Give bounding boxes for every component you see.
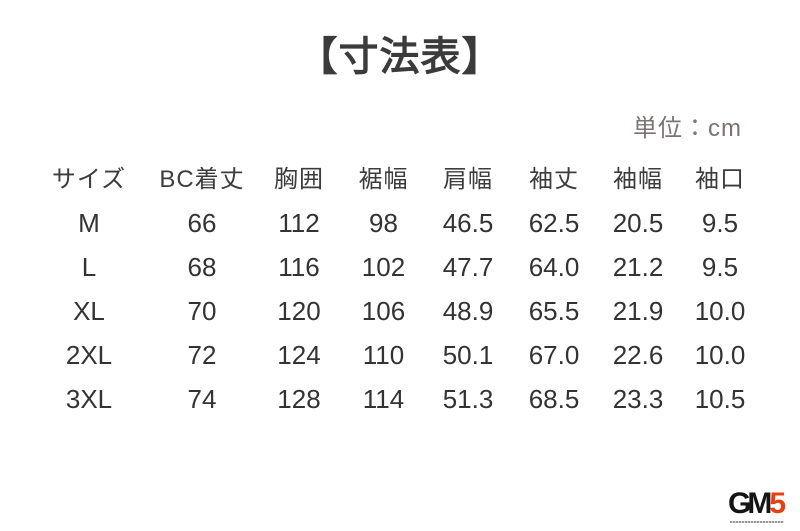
- value-cell: 9.5: [701, 207, 739, 238]
- logo-tagline: [729, 521, 784, 523]
- value-cell: 23.3: [612, 383, 664, 414]
- column-header-2: 胸囲: [274, 165, 324, 193]
- logo-text: GM5: [728, 487, 786, 520]
- value-cell: 65.5: [528, 295, 580, 326]
- page-title: 【寸法表】: [297, 35, 503, 79]
- value-cell: 50.1: [442, 339, 494, 370]
- value-cell: 62.5: [528, 207, 580, 238]
- value-cell: 114: [362, 383, 405, 414]
- value-cell: 116: [278, 251, 320, 282]
- value-cell: 102: [361, 251, 406, 282]
- value-cell: 10.0: [694, 339, 746, 370]
- size-table-header: サイズ BC着丈 胸囲 裾幅 肩幅 袖丈 袖幅 袖口: [30, 151, 761, 201]
- value-cell: 70: [187, 295, 217, 326]
- value-cell: 9.5: [701, 251, 739, 282]
- column-header-6: 袖幅: [613, 165, 663, 193]
- value-cell: 10.5: [694, 383, 746, 414]
- value-cell: 68.5: [528, 383, 580, 414]
- size-label: 3XL: [65, 383, 113, 414]
- value-cell: 106: [361, 295, 406, 326]
- value-cell: 66: [187, 207, 217, 238]
- logo-accent-digit: 5: [769, 487, 786, 520]
- size-table-body: M 66 112 98 46.5 62.5 20.5 9.5 L 68 116 102 47.7 64.0…: [30, 201, 761, 421]
- value-cell: 21.2: [612, 251, 664, 282]
- value-cell: 98: [369, 207, 398, 238]
- column-header-3: 裾幅: [358, 165, 409, 193]
- column-header-0: サイズ: [51, 165, 127, 193]
- header-row: サイズ BC着丈 胸囲 裾幅 肩幅 袖丈 袖幅 袖口: [30, 151, 761, 201]
- value-cell: 67.0: [528, 339, 580, 370]
- value-cell: 47.7: [442, 251, 494, 282]
- table-row-XL: XL 70 120 106 48.9 65.5 21.9 10.0: [30, 289, 761, 333]
- value-cell: 22.6: [612, 339, 664, 370]
- value-cell: 68: [187, 251, 217, 282]
- column-header-5: 袖丈: [529, 165, 579, 193]
- value-cell: 112: [278, 207, 320, 238]
- value-cell: 48.9: [442, 295, 494, 326]
- table-row-L: L 68 116 102 47.7 64.0 21.2 9.5: [30, 245, 761, 289]
- value-cell: 64.0: [528, 251, 580, 282]
- value-cell: 110: [362, 339, 405, 370]
- unit-label: 単位：cm: [633, 115, 742, 142]
- value-cell: 72: [187, 339, 217, 370]
- value-cell: 51.3: [442, 383, 494, 414]
- value-cell: 120: [277, 295, 321, 326]
- logo-letters: GM: [727, 487, 772, 520]
- table-row-M: M 66 112 98 46.5 62.5 20.5 9.5: [30, 201, 761, 245]
- column-header-4: 肩幅: [443, 165, 493, 193]
- size-label: L: [81, 251, 97, 282]
- value-cell: 128: [277, 383, 321, 414]
- size-chart-page: { "page": { "title": "【寸法表】", "unit_labe…: [0, 24, 800, 531]
- table-row-3XL: 3XL 74 128 114 51.3 68.5 23.3 10.5: [30, 377, 761, 421]
- value-cell: 21.9: [612, 295, 664, 326]
- shop-logo: GM5: [728, 489, 786, 523]
- table-row-2XL: 2XL 72 124 110 50.1 67.0 22.6 10.0: [30, 333, 761, 377]
- value-cell: 46.5: [442, 207, 494, 238]
- size-label: XL: [73, 295, 105, 326]
- value-cell: 20.5: [612, 207, 664, 238]
- column-header-7: 袖口: [695, 165, 745, 193]
- size-table: サイズ BC着丈 胸囲 裾幅 肩幅 袖丈 袖幅 袖口 M 66 112 98 46.5 62.5 20.5…: [30, 151, 761, 421]
- size-label: M: [78, 207, 100, 238]
- value-cell: 10.0: [694, 295, 746, 326]
- value-cell: 74: [187, 383, 217, 414]
- size-label: 2XL: [65, 339, 113, 370]
- value-cell: 124: [277, 339, 321, 370]
- column-header-1: BC着丈: [159, 165, 245, 193]
